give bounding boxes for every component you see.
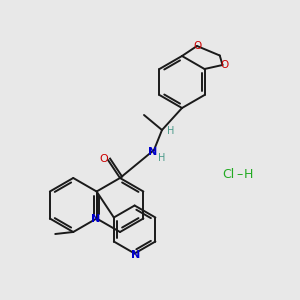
Text: O: O <box>100 154 108 164</box>
Text: O: O <box>220 60 229 70</box>
Text: –: – <box>236 169 242 182</box>
Text: N: N <box>148 147 158 157</box>
Text: H: H <box>158 153 166 163</box>
Text: N: N <box>131 250 140 260</box>
Text: H: H <box>244 169 254 182</box>
Text: H: H <box>167 126 174 136</box>
Text: O: O <box>193 41 201 51</box>
Text: N: N <box>91 214 100 224</box>
Text: Cl: Cl <box>222 169 234 182</box>
